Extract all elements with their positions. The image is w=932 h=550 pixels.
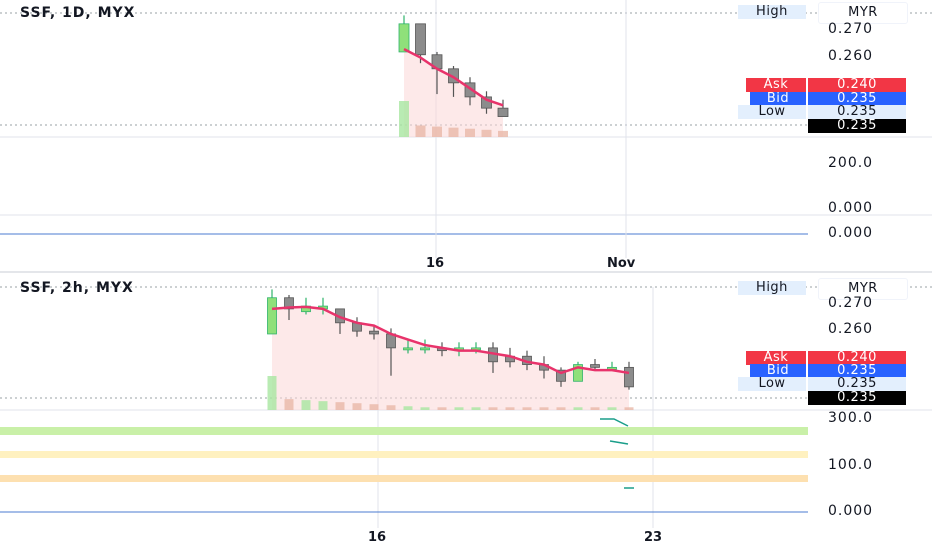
bottom-low-value: 0.235	[808, 377, 906, 391]
bottom-volume-bar	[267, 376, 277, 410]
bottom-xtick-0: 16	[368, 530, 387, 545]
top-bid-value: 0.235	[808, 92, 906, 106]
top-ma-line	[403, 48, 504, 107]
bottom-candle-body	[267, 297, 277, 335]
bottom-band-green	[0, 427, 808, 435]
top-low-value: 0.235	[808, 105, 906, 119]
bottom-candle-body	[556, 369, 566, 382]
bottom-currency-button[interactable]: MYR	[818, 278, 908, 300]
top-volume-bar	[399, 101, 409, 137]
bottom-volume-bar	[624, 407, 634, 410]
bottom-tick-1: 0.260	[828, 321, 874, 337]
top-high-tag: High	[738, 5, 806, 19]
bottom-candle-body	[369, 330, 379, 335]
bottom-volume-bar	[437, 407, 447, 410]
bottom-volume-bar	[301, 400, 311, 410]
top-tick-3: 0.000	[828, 200, 874, 216]
bottom-volume-bar	[284, 399, 294, 410]
bottom-bid-value: 0.235	[808, 364, 906, 378]
bottom-ma-area	[272, 306, 629, 410]
top-ask-value: 0.240	[808, 78, 906, 92]
top-last-price: 0.235	[808, 119, 906, 133]
bottom-volume-bar	[471, 407, 481, 410]
bottom-volume-bar	[369, 404, 379, 410]
bottom-volume-bar	[573, 407, 583, 410]
bottom-volume-bar	[335, 402, 345, 410]
bottom-volume-bar	[318, 401, 328, 410]
top-candle-body	[415, 23, 426, 56]
top-bid-label: Bid	[750, 92, 806, 106]
top-xtick-0: 16	[426, 256, 445, 271]
top-currency-button[interactable]: MYR	[818, 2, 908, 24]
top-volume-bar	[415, 125, 426, 137]
bottom-symbol-title: SSF, 2h, MYX	[20, 280, 134, 296]
bottom-volume-bar	[403, 406, 413, 410]
bottom-volume-bar	[556, 407, 566, 410]
bottom-xtick-1: 23	[644, 530, 663, 545]
top-candle-body	[497, 107, 509, 117]
top-volume-bar	[498, 130, 508, 137]
bottom-volume-bar	[607, 407, 617, 410]
bottom-volume-bar	[590, 407, 600, 410]
top-low-label: Low	[738, 105, 806, 119]
bottom-volume-bar	[420, 407, 430, 410]
bottom-ma-line	[271, 305, 630, 375]
bottom-bid-label: Bid	[750, 364, 806, 378]
bottom-high-tag: High	[738, 281, 806, 295]
indicator-mark-2	[609, 440, 629, 445]
bottom-tick-0: 0.270	[828, 295, 874, 311]
bottom-ask-label: Ask	[746, 351, 806, 365]
bottom-volume-bar	[505, 407, 515, 410]
top-volume-bar	[432, 126, 442, 137]
indicator-mark-1	[600, 418, 629, 427]
top-xtick-1: Nov	[607, 256, 636, 271]
bottom-tick-3: 100.0	[828, 457, 874, 473]
bottom-band-orange	[0, 475, 808, 482]
bottom-volume-bar	[352, 403, 362, 410]
top-ask-label: Ask	[746, 78, 806, 92]
top-symbol-title: SSF, 1D, MYX	[20, 5, 136, 21]
bottom-candle-body	[420, 347, 430, 351]
bottom-low-label: Low	[738, 377, 806, 391]
bottom-candle-body	[284, 297, 294, 310]
bottom-volume-bar	[454, 407, 464, 410]
top-volume-bar	[481, 129, 492, 137]
bottom-ask-value: 0.240	[808, 351, 906, 365]
top-tick-4: 0.000	[828, 225, 874, 241]
top-tick-1: 0.260	[828, 48, 874, 64]
top-volume-bar	[448, 127, 459, 137]
bottom-volume-bar	[539, 407, 549, 410]
top-candle-body	[398, 23, 410, 53]
bottom-tick-2: 300.0	[828, 410, 874, 426]
bottom-candle-body	[573, 364, 583, 382]
bottom-volume-bar	[522, 407, 532, 410]
top-tick-0: 0.270	[828, 21, 874, 37]
bottom-band-yellow	[0, 451, 808, 458]
bottom-volume-bar	[386, 405, 396, 410]
bottom-candle-body	[624, 366, 634, 388]
bottom-last-price: 0.235	[808, 391, 906, 405]
bottom-candle-body	[403, 347, 413, 351]
bottom-volume-bar	[488, 407, 498, 410]
bottom-tick-4: 0.000	[828, 503, 874, 519]
top-volume-bar	[465, 128, 475, 137]
bottom-candle-body	[590, 364, 600, 368]
top-tick-2: 200.0	[828, 155, 874, 171]
